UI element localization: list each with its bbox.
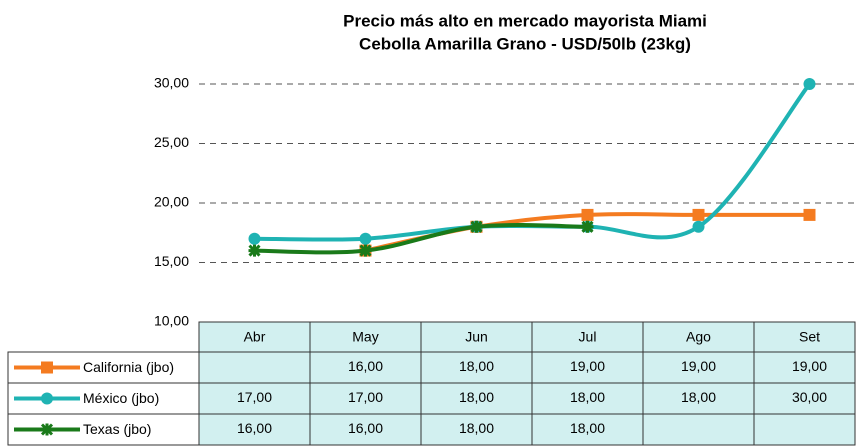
x-tick-label: Abr: [244, 329, 266, 345]
table-row: [198, 413, 856, 446]
table-row: [198, 351, 856, 384]
table-value: 18,00: [570, 389, 605, 405]
table-value: 17,00: [237, 389, 272, 405]
marker: [803, 208, 816, 221]
marker: [41, 361, 53, 374]
x-tick-label: Jun: [465, 329, 488, 345]
x-tick-label: Ago: [686, 329, 711, 345]
marker: [248, 244, 261, 257]
x-tick-label: May: [352, 329, 378, 345]
table-value: 19,00: [792, 358, 827, 374]
marker: [248, 232, 261, 245]
marker: [692, 208, 705, 221]
marker: [41, 392, 53, 405]
table-header: [198, 321, 856, 353]
marker: [803, 78, 816, 90]
series-line: [254, 223, 588, 255]
table-value: 17,00: [348, 389, 383, 405]
y-tick-label: 10,00: [154, 313, 189, 329]
table-value: 18,00: [459, 358, 494, 374]
marker: [40, 423, 54, 436]
table-value: 19,00: [570, 358, 605, 374]
legend-label: México (jbo): [83, 390, 159, 406]
marker: [359, 244, 372, 257]
table-value: 16,00: [237, 420, 272, 436]
y-tick-label: 30,00: [154, 75, 189, 91]
y-tick-label: 15,00: [154, 253, 189, 269]
marker: [581, 220, 594, 233]
y-tick-label: 20,00: [154, 194, 189, 210]
table-value: 18,00: [459, 420, 494, 436]
table-value: 18,00: [570, 420, 605, 436]
table-value: 18,00: [681, 389, 716, 405]
table-value: 16,00: [348, 358, 383, 374]
marker: [692, 220, 705, 233]
x-tick-label: Jul: [579, 329, 597, 345]
table-value: 16,00: [348, 420, 383, 436]
y-tick-label: 25,00: [154, 134, 189, 150]
marker: [470, 220, 483, 233]
table-value: 30,00: [792, 389, 827, 405]
table-value: 18,00: [459, 389, 494, 405]
legend-label: Texas (jbo): [83, 421, 151, 437]
legend-label: California (jbo): [83, 359, 174, 375]
marker: [581, 208, 594, 221]
x-tick-label: Set: [799, 329, 820, 345]
marker: [359, 232, 372, 245]
chart-title: Precio más alto en mercado mayorista Mia…: [343, 11, 707, 30]
table-row: [198, 382, 856, 415]
table-value: 19,00: [681, 358, 716, 374]
chart-subtitle: Cebolla Amarilla Grano - USD/50lb (23kg): [359, 34, 691, 53]
